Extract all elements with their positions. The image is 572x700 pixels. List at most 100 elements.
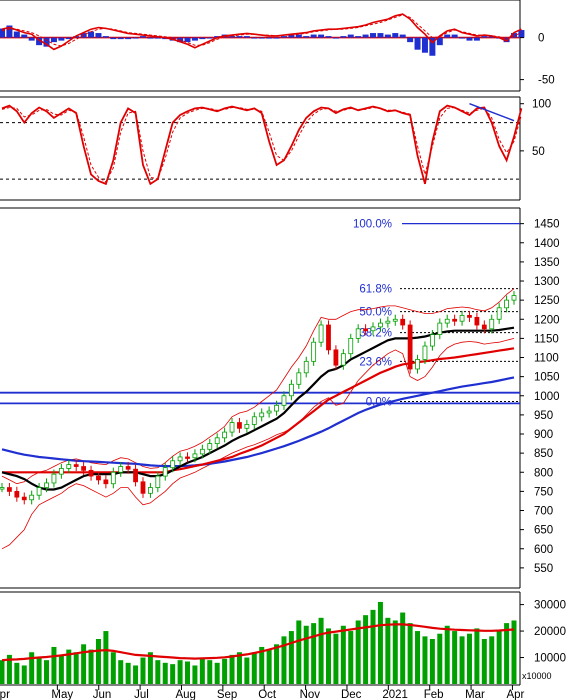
volume-bar [363,615,369,684]
volume-bar [44,660,50,684]
volume-bar [58,654,64,684]
x-axis-label: Jun [93,689,112,700]
macd-histogram-bar [436,37,443,46]
x-axis-label: Nov [300,689,321,700]
volume-bar [73,652,79,684]
candle-body [429,334,435,347]
macd-histogram-bar [236,36,243,38]
candle-body [504,299,509,309]
candle-body [7,487,12,492]
volume-bar [81,644,87,684]
candle-body [496,307,502,320]
macd-histogram-bar [377,33,384,38]
candle-body [444,318,450,324]
volume-bar [251,652,257,684]
candle-body [96,475,101,481]
candle-body [333,349,339,366]
candle-body [452,318,458,322]
candle-body [133,468,138,483]
macd-histogram-bar [266,37,273,39]
macd-histogram-bar [50,37,57,43]
volume-bar [36,657,42,684]
volume-bar [303,625,309,684]
macd-histogram-bar [429,37,436,56]
volume-bar [325,628,331,684]
macd-signal-line [1,14,522,47]
candle-body [81,466,87,471]
macd-histogram-bar [370,33,377,38]
volume-bar [140,657,146,684]
macd-histogram-bar [184,37,191,43]
macd-histogram-bar [243,36,250,38]
volume-bar [199,657,205,684]
bollinger-lower-band [1,338,515,550]
price-tick-label: 1100 [534,353,559,365]
macd-histogram-bar [147,37,154,39]
price-tick-label: 900 [534,429,553,441]
volume-tick-label: 20000 [534,626,566,638]
candle-body [14,490,20,498]
macd-histogram-bar [154,37,161,39]
macd-histogram-bar [273,37,280,39]
volume-bar [66,649,72,684]
price-tick-label: 650 [534,525,553,537]
macd-histogram-bar [251,37,258,39]
candle-body [363,328,368,332]
macd-histogram-bar [459,37,466,39]
macd-histogram-bar [199,37,206,40]
candle-body [415,359,420,370]
volume-bar [355,620,361,684]
volume-bar [481,639,487,684]
volume-bar [422,636,428,684]
macd-histogram-bar [340,36,347,38]
candle-body [162,467,168,477]
candle-body [148,487,153,494]
candle-body [296,372,302,385]
macd-histogram-bar [28,37,35,41]
volume-bar [118,660,124,684]
macd-line [1,13,522,51]
candle-body [118,466,124,473]
candle-body [88,469,94,477]
volume-bar [147,652,153,684]
price-tick-label: 1250 [534,295,560,307]
fibonacci-label: 100.0% [353,219,392,231]
macd-histogram-bar [466,37,473,41]
volume-bar [429,639,435,684]
candle-body [44,482,49,488]
x-axis-label: Apr [0,689,10,700]
price-panel: 100.0%61.8%50.0%38.2%23.6%0.0%1450140013… [0,219,560,575]
volume-bar [29,652,35,684]
x-axis-label: Sep [217,689,237,700]
price-tick-label: 550 [534,563,553,575]
macd-histogram-bar [421,37,428,53]
macd-tick-label: 0 [538,33,544,45]
candle-body [467,315,472,318]
macd-histogram-bar [229,36,236,38]
candle-body [318,324,324,343]
macd-histogram-bar [58,37,65,41]
volume-bar [125,662,131,684]
volume-bar [259,646,265,684]
candle-body [110,471,116,485]
volume-bar [229,654,235,684]
stochastic-panel: 100 50 [0,99,551,186]
stochastic-tick-label: 50 [532,146,545,158]
volume-bar [415,631,421,684]
candle-body [21,496,27,501]
candle-body [0,487,5,490]
volume-bar [14,662,20,684]
candle-body [481,324,487,330]
volume-bar [340,625,346,684]
volume-bar [207,660,213,684]
candle-body [370,326,376,332]
price-tick-label: 700 [534,506,553,518]
price-tick-label: 1400 [534,238,560,250]
macd-histogram-bar [518,30,525,38]
candle-body [340,353,346,366]
macd-histogram-bar [206,37,213,39]
x-axis-label: Jul [134,689,149,700]
volume-bar [236,652,242,684]
volume-bar [311,623,317,684]
